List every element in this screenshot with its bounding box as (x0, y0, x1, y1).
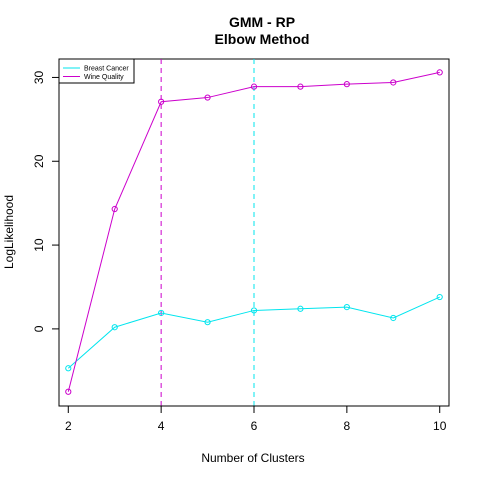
data-point-breast-cancer (65, 365, 72, 372)
x-tick-label: 4 (158, 419, 165, 433)
chart-title: GMM - RP (229, 14, 295, 30)
x-axis: 2 4 6 8 10 (65, 405, 447, 433)
y-tick-label: 20 (32, 154, 46, 168)
data-point-wine-quality (65, 388, 72, 395)
legend-label-wine-quality: Wine Quality (84, 74, 124, 81)
data-point-breast-cancer (204, 319, 211, 326)
data-point-breast-cancer (158, 309, 165, 317)
y-tick-label: 30 (32, 70, 46, 84)
data-point-breast-cancer (111, 324, 118, 331)
legend: Breast Cancer Wine Quality (58, 58, 135, 84)
data-point-wine-quality (158, 98, 165, 105)
data-point-wine-quality (297, 83, 304, 90)
data-point-wine-quality (343, 81, 350, 88)
data-point-wine-quality (204, 94, 211, 101)
data-point-wine-quality (111, 205, 118, 213)
reference-lines (160, 59, 255, 406)
y-axis-label: LogLikelihood (2, 195, 16, 269)
legend-label-breast-cancer: Breast Cancer (84, 66, 129, 73)
y-axis: 0 10 20 30 (32, 70, 60, 332)
data-point-breast-cancer (436, 293, 443, 301)
x-tick-label: 10 (433, 419, 447, 433)
chart-subtitle: Elbow Method (215, 31, 310, 47)
legend-box (58, 58, 135, 84)
data-point-wine-quality (436, 69, 443, 76)
x-axis-label: Number of Clusters (201, 451, 304, 465)
series-layer (65, 69, 443, 395)
series-line-wine-quality (67, 71, 440, 392)
series-line-breast-cancer (67, 296, 440, 369)
x-tick-label: 8 (344, 419, 351, 433)
data-point-wine-quality (390, 79, 397, 86)
data-point-breast-cancer (250, 307, 258, 314)
y-tick-label: 0 (32, 325, 46, 332)
x-tick-label: 2 (65, 419, 72, 433)
x-tick-label: 6 (251, 419, 258, 433)
data-point-wine-quality (250, 83, 258, 90)
data-point-breast-cancer (297, 305, 304, 312)
data-point-breast-cancer (390, 314, 397, 322)
y-tick-label: 10 (32, 238, 46, 252)
data-point-breast-cancer (343, 303, 350, 311)
